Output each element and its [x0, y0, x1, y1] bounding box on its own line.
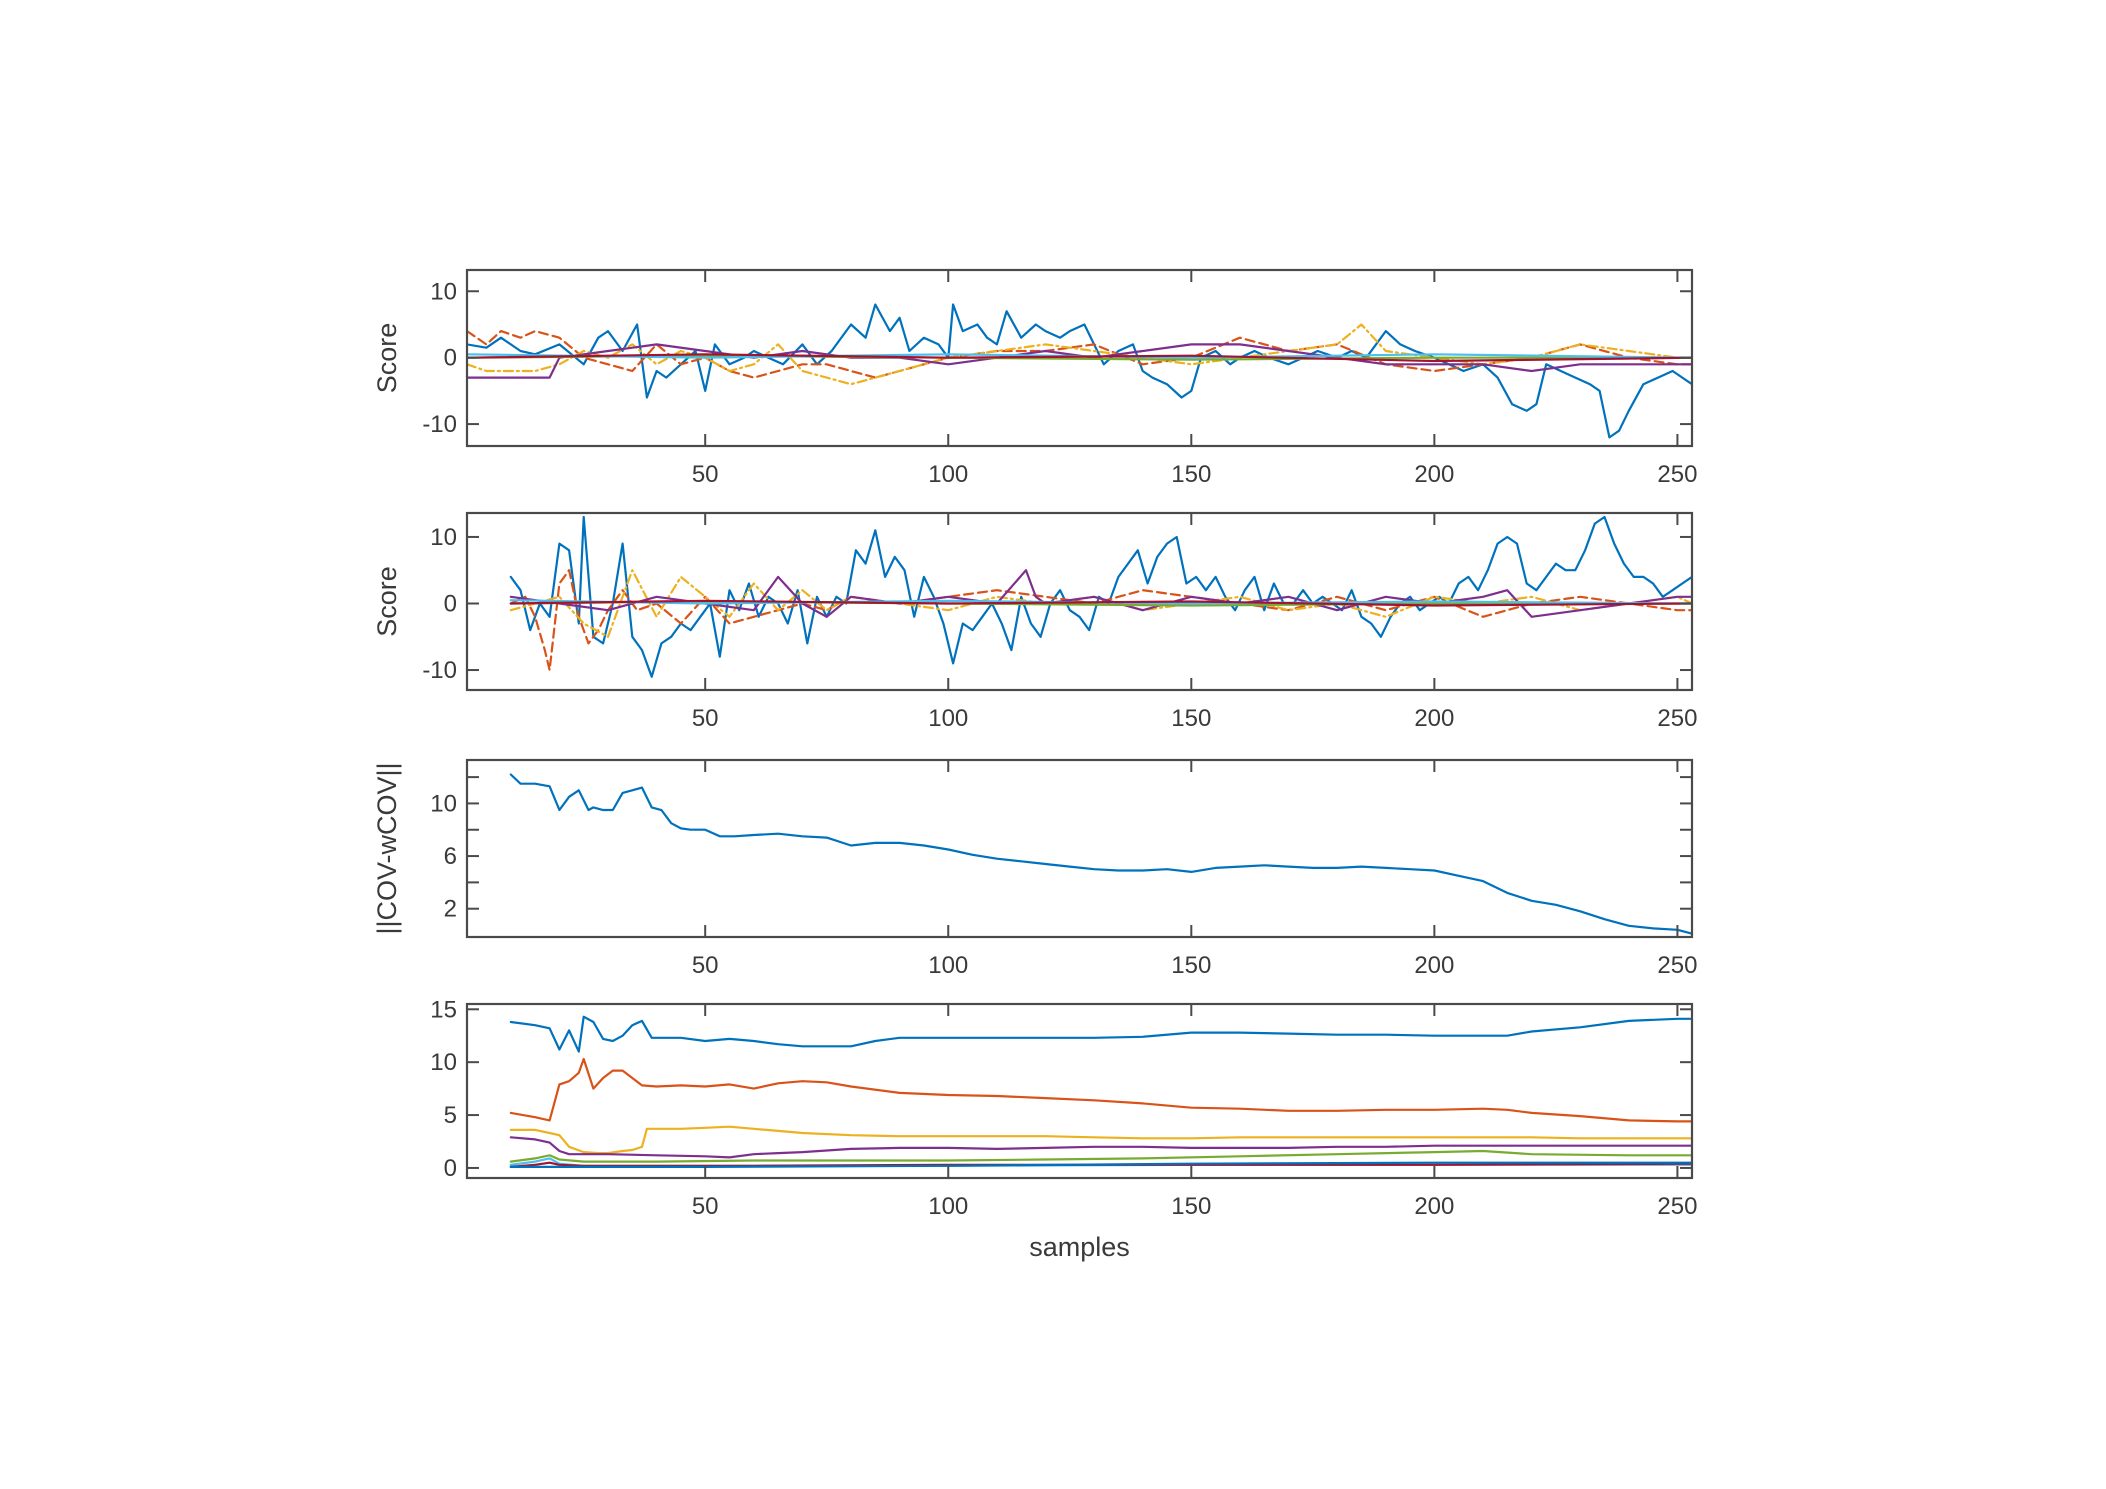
y-tick-label: 6 [444, 843, 457, 870]
x-tick-label: 150 [1171, 952, 1211, 979]
x-tick-label: 150 [1171, 461, 1211, 488]
y-tick-label: 5 [444, 1102, 457, 1129]
series-line-2 [509, 569, 1692, 672]
series-line-3 [509, 1125, 1692, 1155]
y-tick-label: 0 [444, 590, 457, 617]
series-group [509, 773, 1692, 935]
x-tick-label: 250 [1657, 952, 1697, 979]
y-tick-label: -10 [422, 657, 457, 684]
axes-box [465, 758, 1694, 939]
axes-box [465, 511, 1694, 692]
y-tick-label: 10 [430, 278, 457, 305]
x-tick-label: 100 [928, 705, 968, 732]
y-tick-label: 10 [430, 790, 457, 817]
y-tick-label: 15 [430, 996, 457, 1023]
x-tick-label: 150 [1171, 705, 1211, 732]
series-line-2 [467, 330, 1692, 379]
series-line-7 [509, 599, 1692, 607]
y-tick-label: 0 [444, 345, 457, 372]
series-line-5 [509, 1149, 1692, 1163]
series-line-2 [509, 1057, 1692, 1123]
y-axis-label: Score [372, 323, 402, 394]
y-tick-label: 10 [430, 1049, 457, 1076]
series-line-1 [467, 303, 1692, 439]
x-tick-label: 50 [692, 705, 719, 732]
y-tick-label: 2 [444, 896, 457, 923]
y-axis-label: Score [372, 566, 402, 637]
series-line-4 [509, 569, 1692, 618]
x-tick-label: 50 [692, 952, 719, 979]
x-tick-label: 150 [1171, 1193, 1211, 1220]
axes-box [465, 1002, 1694, 1180]
x-axis-label: samples [1029, 1232, 1130, 1262]
x-tick-label: 200 [1414, 705, 1454, 732]
x-tick-label: 250 [1657, 1193, 1697, 1220]
series-group [509, 1015, 1692, 1168]
series-line-1 [509, 515, 1692, 678]
y-tick-label: 10 [430, 524, 457, 551]
y-tick-label: 0 [444, 1155, 457, 1182]
series-line-7 [467, 353, 1692, 363]
x-tick-label: 50 [692, 1193, 719, 1220]
panel-3-cov-norm: 50 100 150 200 250 2 6 10 ||COV-wCOV|| [372, 758, 1697, 979]
x-tick-label: 250 [1657, 461, 1697, 488]
x-tick-label: 50 [692, 461, 719, 488]
x-tick-label: 100 [928, 952, 968, 979]
panel-4-components: 50 100 150 200 250 0 5 10 15 samples [430, 996, 1697, 1262]
series-line-1 [509, 773, 1692, 935]
series-line-4 [467, 343, 1692, 379]
series-line-1 [509, 1015, 1692, 1053]
x-tick-label: 200 [1414, 1193, 1454, 1220]
series-group [467, 303, 1692, 439]
x-tick-label: 200 [1414, 461, 1454, 488]
x-tick-label: 100 [928, 461, 968, 488]
panel-1-score: 50 100 150 200 250 -10 0 10 Score [372, 268, 1697, 488]
x-tick-label: 100 [928, 1193, 968, 1220]
y-axis-label: ||COV-wCOV|| [372, 762, 402, 934]
x-tick-label: 250 [1657, 705, 1697, 732]
series-line-8 [509, 1161, 1692, 1168]
y-tick-label: -10 [422, 411, 457, 438]
x-tick-label: 200 [1414, 952, 1454, 979]
panel-2-score: 50 100 150 200 250 -10 0 10 Score [372, 511, 1697, 732]
series-line-4 [509, 1136, 1692, 1159]
series-group [509, 515, 1692, 678]
